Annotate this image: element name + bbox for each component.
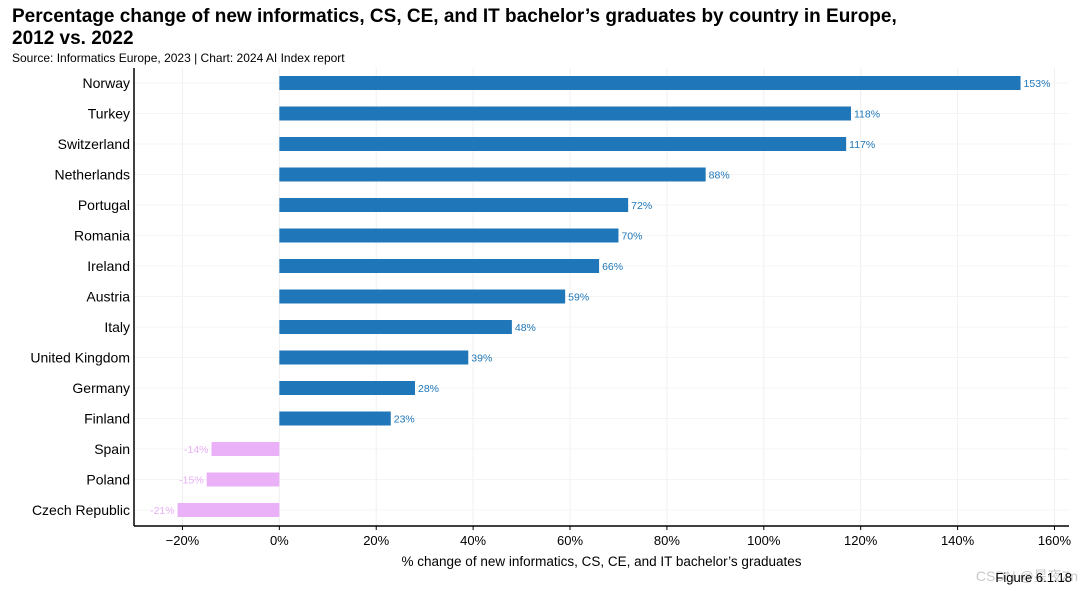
category-label: Austria: [86, 289, 130, 305]
value-label: 72%: [631, 200, 652, 212]
category-label: Poland: [86, 472, 130, 488]
bar: [279, 167, 706, 182]
bar: [279, 289, 566, 304]
x-tick-label: 120%: [844, 533, 878, 548]
x-tick-label: −20%: [166, 533, 200, 548]
chart-title-line-2: 2012 vs. 2022: [12, 28, 134, 49]
category-label: United Kingdom: [30, 350, 130, 366]
value-label: 28%: [418, 383, 439, 395]
value-label: 23%: [394, 414, 415, 426]
category-label: Italy: [104, 319, 130, 335]
value-label: 118%: [854, 109, 880, 121]
category-label: Portugal: [78, 197, 130, 213]
x-tick-label: 80%: [654, 533, 680, 548]
value-label: 88%: [709, 170, 730, 182]
chart-title-line-1: Percentage change of new informatics, CS…: [12, 6, 897, 27]
bar: [279, 259, 600, 273]
value-label: -15%: [179, 475, 204, 487]
chart-title: Percentage change of new informatics, CS…: [12, 6, 1072, 50]
value-label: 66%: [602, 261, 623, 273]
bar: [211, 442, 280, 456]
value-label: 48%: [515, 322, 536, 334]
value-label: 153%: [1024, 78, 1051, 90]
x-tick-label: 100%: [747, 533, 781, 548]
x-tick-label: 140%: [941, 533, 975, 548]
bar: [279, 76, 1021, 90]
value-label: -21%: [150, 505, 175, 517]
category-label: Netherlands: [55, 167, 131, 183]
category-label: Czech Republic: [32, 502, 130, 518]
x-tick-label: 0%: [270, 533, 289, 548]
bar: [279, 320, 512, 334]
x-tick-label: 40%: [460, 533, 486, 548]
value-label: 39%: [471, 353, 492, 365]
category-label: Romania: [74, 228, 130, 244]
bar: [279, 228, 619, 243]
category-label: Turkey: [88, 106, 130, 122]
x-axis-label: % change of new informatics, CS, CE, and…: [402, 554, 802, 569]
category-label: Switzerland: [58, 136, 130, 152]
value-label: -14%: [184, 444, 209, 456]
value-label: 70%: [621, 231, 642, 243]
category-label: Norway: [83, 75, 130, 91]
watermark: CSDN @星夜Zn: [975, 568, 1078, 584]
x-tick-label: 20%: [363, 533, 389, 548]
category-label: Finland: [84, 411, 130, 427]
bar: [177, 503, 280, 517]
x-tick-label: 60%: [557, 533, 583, 548]
category-label: Germany: [72, 380, 130, 396]
x-tick-label: 160%: [1038, 533, 1072, 548]
bar: [206, 472, 280, 487]
category-label: Ireland: [87, 258, 130, 274]
value-label: 59%: [568, 292, 589, 304]
value-label: 117%: [849, 139, 875, 151]
category-label: Spain: [94, 441, 130, 457]
chart-source: Source: Informatics Europe, 2023 | Chart…: [12, 51, 345, 65]
bar: [279, 411, 391, 426]
bar: [279, 381, 415, 395]
bar: [279, 106, 851, 121]
bar: [279, 350, 469, 365]
bar: [279, 198, 629, 212]
bar: [279, 137, 847, 151]
figure-label: Figure 6.1.18: [995, 570, 1072, 585]
